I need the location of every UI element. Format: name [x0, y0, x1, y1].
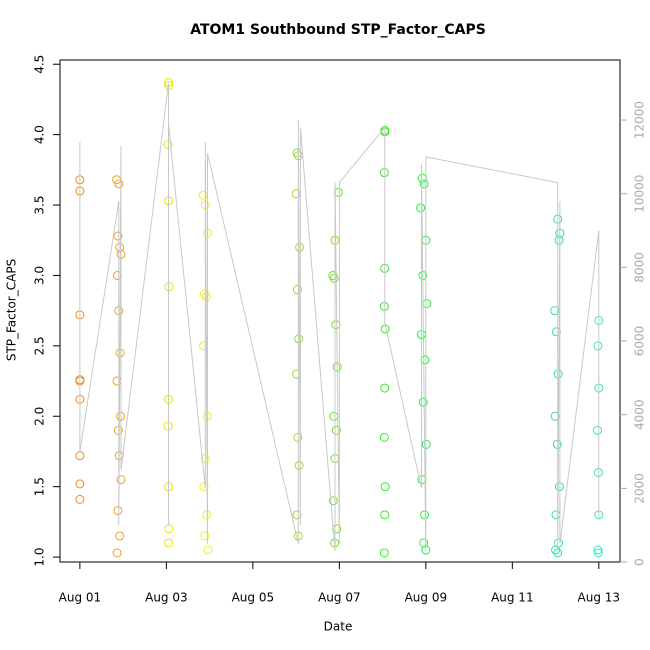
- y2-tick-label: 8000: [633, 252, 647, 283]
- point: [554, 235, 564, 245]
- y2-tick-label: 10000: [633, 175, 647, 213]
- point: [164, 524, 174, 534]
- y2-tick-label: 0: [633, 558, 647, 566]
- point: [551, 327, 561, 337]
- x-tick-label: Aug 01: [59, 591, 102, 605]
- point: [115, 242, 125, 252]
- point: [380, 383, 390, 393]
- point: [593, 425, 603, 435]
- point: [164, 538, 174, 548]
- point: [329, 411, 339, 421]
- point: [113, 270, 123, 280]
- point: [113, 231, 123, 241]
- point: [551, 545, 561, 555]
- x-tick-label: Aug 13: [578, 591, 621, 605]
- y-axis-label: STP_Factor_CAPS: [5, 259, 19, 361]
- chart-title: ATOM1 Southbound STP_Factor_CAPS: [190, 22, 486, 38]
- x-tick-label: Aug 11: [491, 591, 534, 605]
- y2-tick-label: 6000: [633, 326, 647, 357]
- point: [75, 451, 85, 461]
- point: [333, 187, 343, 197]
- point: [329, 273, 339, 283]
- point: [328, 496, 338, 506]
- x-axis-label: Date: [324, 620, 353, 634]
- y-tick-label: 3.5: [33, 195, 47, 214]
- point: [420, 510, 430, 520]
- point: [418, 397, 428, 407]
- point: [200, 531, 210, 541]
- point: [112, 548, 122, 558]
- point: [422, 299, 432, 309]
- point: [416, 203, 426, 213]
- point: [113, 506, 123, 516]
- point: [380, 482, 390, 492]
- point: [379, 548, 389, 558]
- point: [419, 179, 429, 189]
- point: [203, 545, 213, 555]
- point: [331, 425, 341, 435]
- point: [593, 548, 603, 558]
- point: [199, 289, 209, 299]
- x-tick-label: Aug 05: [232, 591, 275, 605]
- y-tick-label: 2.0: [33, 407, 47, 426]
- y2-tick-label: 12000: [633, 101, 647, 139]
- point: [380, 510, 390, 520]
- point: [551, 510, 561, 520]
- point: [295, 242, 305, 252]
- point: [292, 510, 302, 520]
- y-tick-label: 4.5: [33, 55, 47, 74]
- secondary-line: [79, 83, 600, 552]
- y-tick-label: 1.5: [33, 477, 47, 496]
- y-tick-label: 1.0: [33, 548, 47, 567]
- y2-tick-label: 2000: [633, 473, 647, 504]
- point: [379, 432, 389, 442]
- point: [550, 306, 560, 316]
- point: [75, 479, 85, 489]
- point: [115, 531, 125, 541]
- point: [420, 355, 430, 365]
- y-tick-label: 2.5: [33, 336, 47, 355]
- point: [292, 285, 302, 295]
- x-tick-label: Aug 07: [318, 591, 361, 605]
- y-tick-label: 4.0: [33, 125, 47, 144]
- point: [294, 461, 304, 471]
- point: [417, 173, 427, 183]
- point: [593, 545, 603, 555]
- point: [202, 510, 212, 520]
- point: [331, 320, 341, 330]
- plot-frame: [59, 59, 621, 563]
- x-tick-label: Aug 03: [145, 591, 188, 605]
- point: [116, 475, 126, 485]
- point: [593, 341, 603, 351]
- point: [114, 179, 124, 189]
- point: [550, 411, 560, 421]
- y2-tick-label: 4000: [633, 399, 647, 430]
- point: [75, 494, 85, 504]
- y-tick-label: 3.0: [33, 266, 47, 285]
- x-tick-label: Aug 09: [405, 591, 448, 605]
